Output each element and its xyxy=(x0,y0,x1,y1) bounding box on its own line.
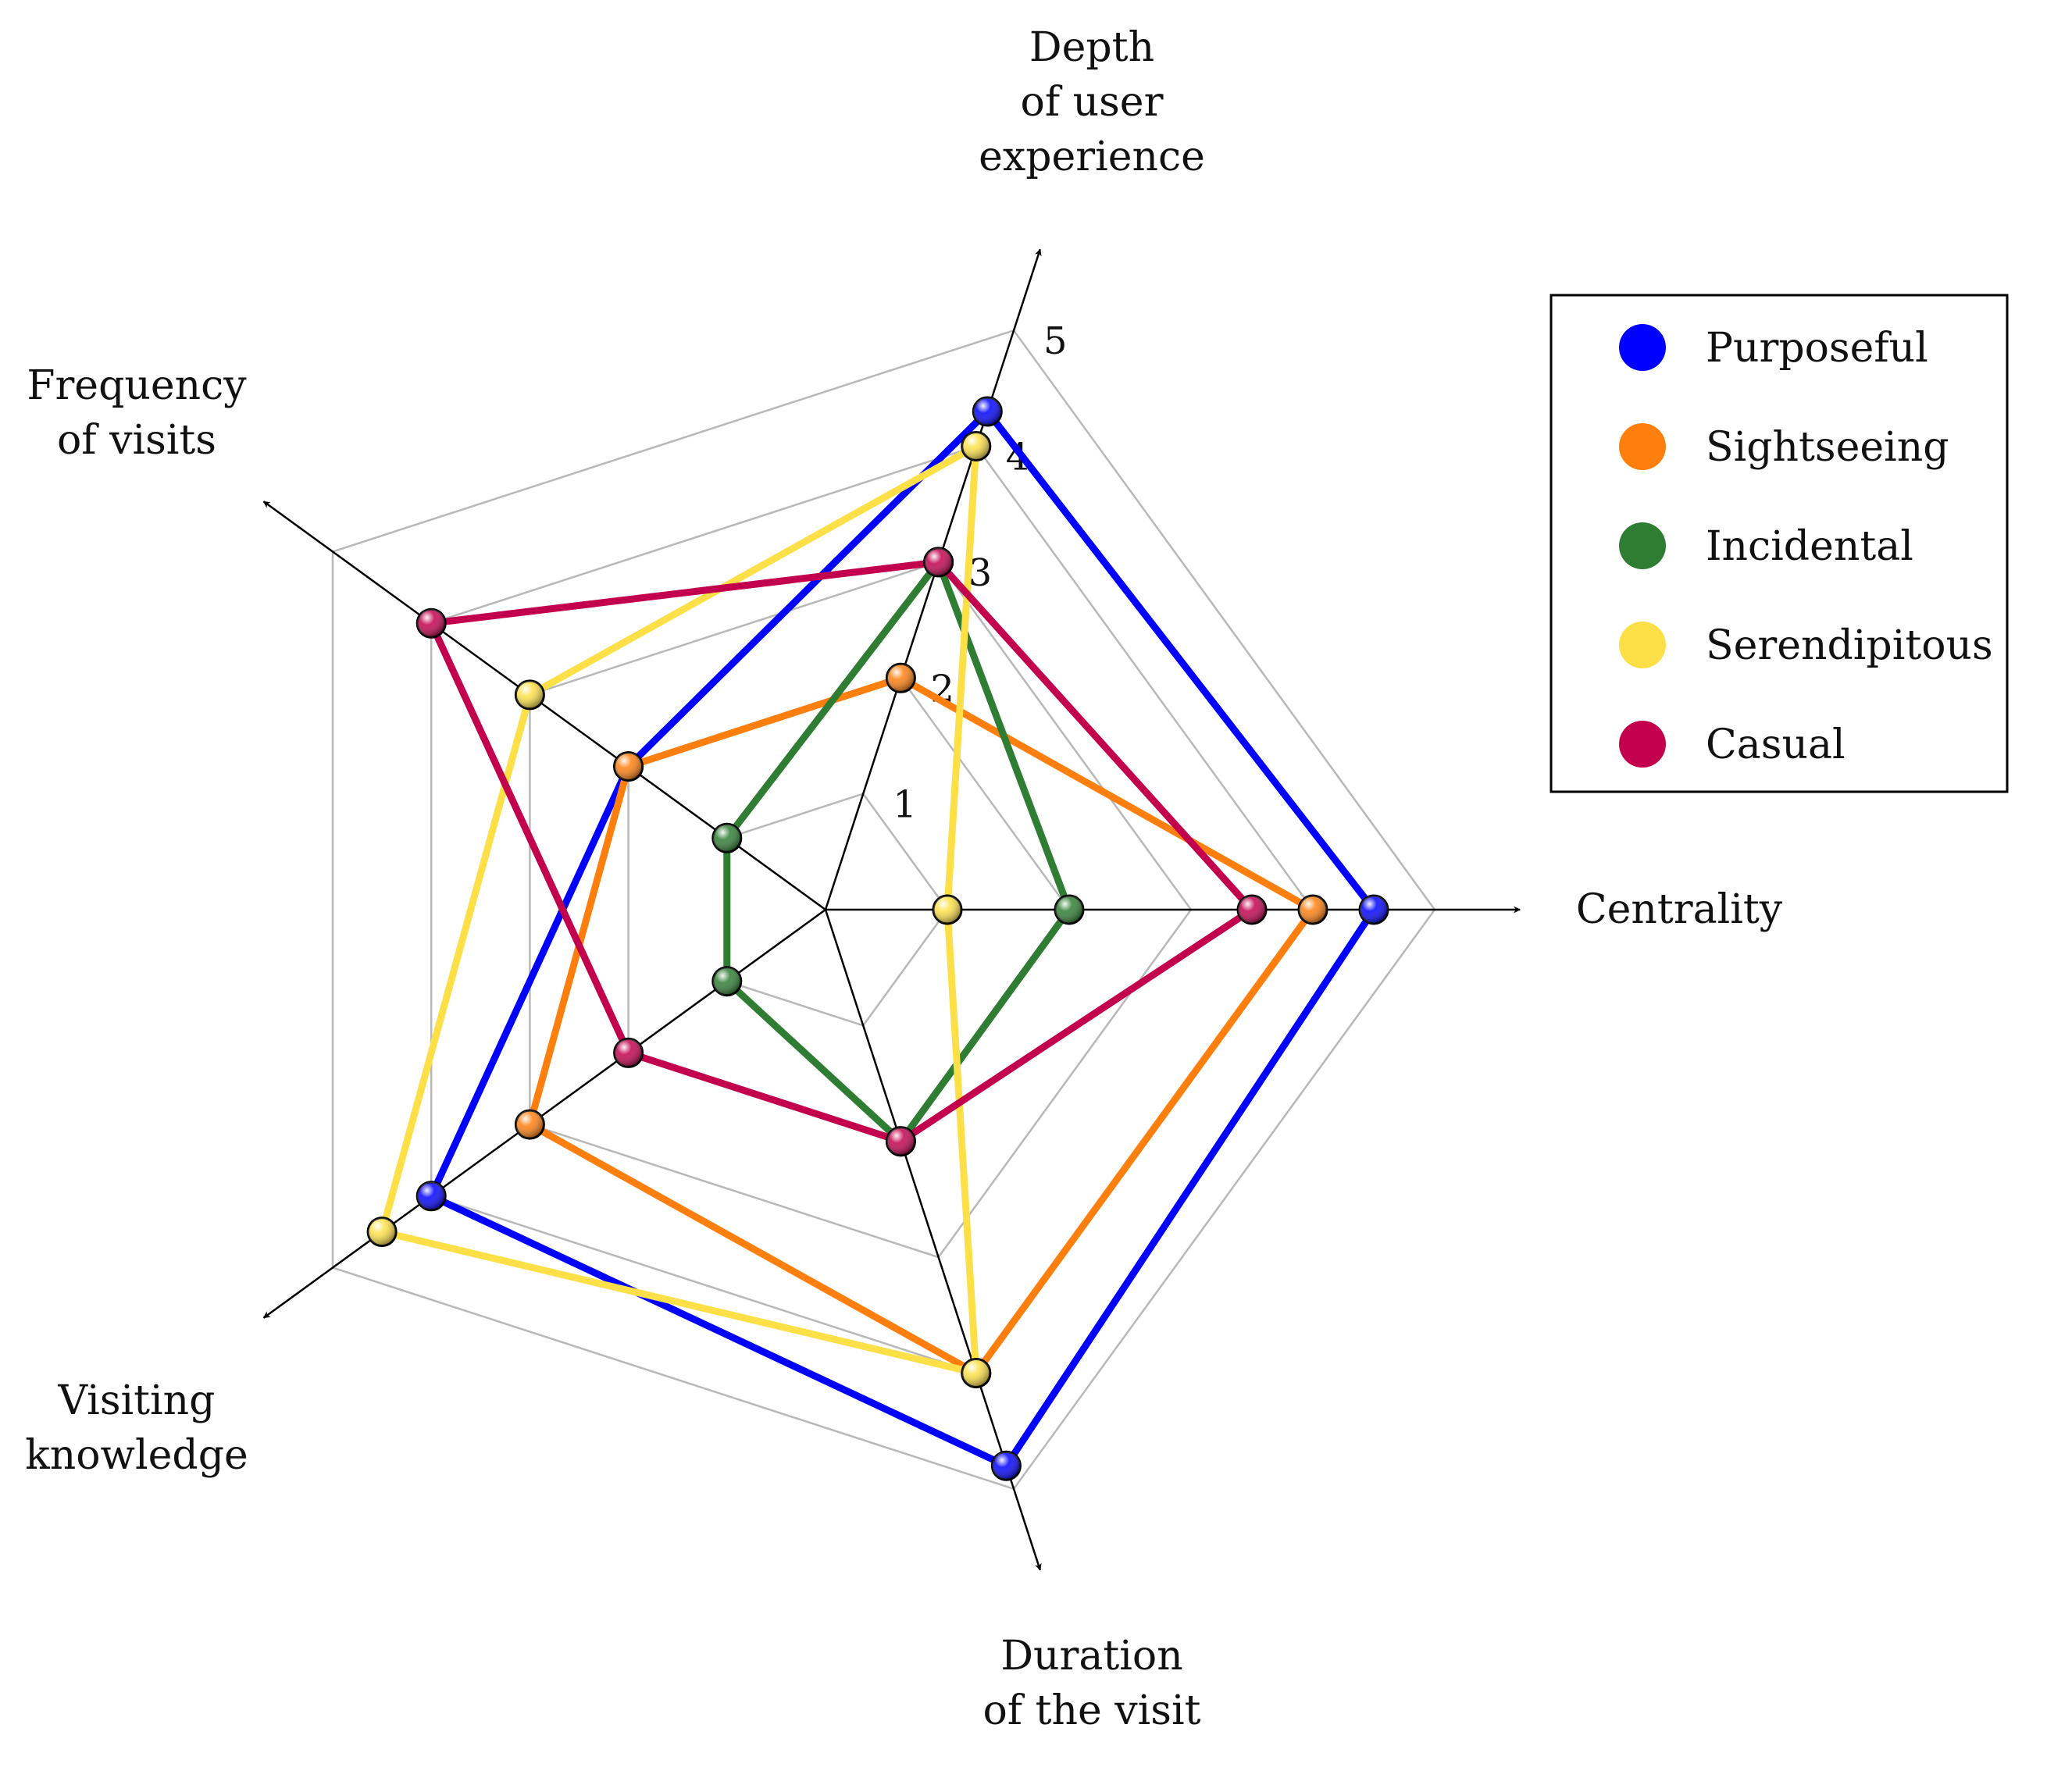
data-point xyxy=(961,431,992,461)
axis-label-depth: Depth of user experience xyxy=(979,24,1205,180)
data-point-shine xyxy=(1238,896,1266,924)
data-point xyxy=(415,607,447,639)
axis-label-line: Depth xyxy=(1029,24,1154,71)
axis-label-line: experience xyxy=(979,134,1205,180)
legend: Purposeful Sightseeing Incidental Serendipi… xyxy=(1550,294,2009,793)
series-sightseeing xyxy=(514,662,1328,1388)
data-point xyxy=(711,822,743,853)
axis-label-line: of the visit xyxy=(983,1687,1201,1734)
data-point-shine xyxy=(973,397,1002,426)
series-serendipitous xyxy=(366,431,992,1388)
data-point xyxy=(415,1181,447,1212)
axis-label-line: Frequency xyxy=(27,362,247,409)
axis-label-frequency: Frequency of visits xyxy=(27,362,247,464)
legend-label: Sightseeing xyxy=(1706,424,1949,471)
series-purposeful xyxy=(415,396,1389,1481)
data-point xyxy=(613,751,644,782)
data-point xyxy=(711,966,743,997)
legend-label: Purposeful xyxy=(1706,325,1928,372)
data-point xyxy=(885,1126,916,1157)
data-point-shine xyxy=(614,1039,643,1067)
data-point xyxy=(972,396,1003,427)
legend-swatch xyxy=(1619,522,1666,569)
data-point-shine xyxy=(417,609,446,638)
tick-label: 1 xyxy=(893,783,917,827)
data-point xyxy=(514,1109,545,1140)
data-point-shine xyxy=(924,547,953,576)
axes xyxy=(262,248,1521,1571)
data-point xyxy=(923,547,954,578)
data-point-shine xyxy=(992,1452,1021,1480)
data-point-shine xyxy=(614,752,643,781)
axis-label-line: Duration xyxy=(1000,1633,1182,1680)
data-point-shine xyxy=(961,1359,990,1388)
data-point-shine xyxy=(933,896,961,924)
data-point xyxy=(1297,894,1328,925)
axis-label-line: of user xyxy=(1021,79,1164,126)
data-point xyxy=(961,1358,992,1388)
series-line xyxy=(378,443,980,1377)
data-point xyxy=(1054,894,1085,925)
data-point xyxy=(885,662,916,693)
axis-label-centrality: Centrality xyxy=(1576,886,1783,933)
data-point-shine xyxy=(961,432,990,461)
series-line xyxy=(723,558,1073,1145)
legend-label: Incidental xyxy=(1706,523,1913,570)
data-point xyxy=(1236,894,1268,925)
axis-label-line: of visits xyxy=(57,417,216,464)
grid-ring-3 xyxy=(529,561,1193,1259)
legend-item-sightseeing: Sightseeing xyxy=(1619,423,1949,471)
data-point-shine xyxy=(417,1181,446,1210)
data-point-shine xyxy=(886,664,915,693)
legend-swatch xyxy=(1619,622,1666,668)
series-line xyxy=(526,674,1317,1377)
tick-label: 5 xyxy=(1043,319,1068,363)
data-point xyxy=(514,679,545,711)
series xyxy=(366,396,1389,1481)
data-point-shine xyxy=(1360,896,1388,924)
data-point xyxy=(932,894,963,925)
legend-swatch xyxy=(1619,721,1666,768)
axis-label-duration: Duration of the visit xyxy=(983,1633,1201,1734)
data-point-shine xyxy=(368,1217,397,1246)
series-line xyxy=(427,558,1256,1145)
data-point-shine xyxy=(712,824,741,853)
legend-label: Serendipitous xyxy=(1706,622,1993,669)
data-point xyxy=(1358,894,1389,925)
data-point-shine xyxy=(886,1127,915,1156)
data-point-shine xyxy=(515,1110,544,1139)
legend-item-serendipitous: Serendipitous xyxy=(1619,622,1993,669)
legend-item-incidental: Incidental xyxy=(1619,522,1913,570)
series-line xyxy=(427,408,1378,1470)
axis-label-line: knowledge xyxy=(25,1432,248,1479)
legend-label: Casual xyxy=(1706,721,1846,768)
series-casual xyxy=(415,547,1268,1157)
axis-label-line: Centrality xyxy=(1576,886,1783,933)
data-point xyxy=(366,1217,398,1248)
axis-labels: Centrality Duration of the visit Visiting kn… xyxy=(25,24,1783,1734)
data-point-shine xyxy=(712,967,741,996)
legend-swatch xyxy=(1619,423,1666,470)
axis-line-knowledge xyxy=(262,908,826,1319)
data-point-shine xyxy=(1299,896,1327,924)
legend-item-casual: Casual xyxy=(1619,721,1846,768)
axis-line-frequency xyxy=(262,501,826,911)
grid-ring-5 xyxy=(331,329,1436,1491)
axis-line-depth xyxy=(824,248,1042,910)
axis-label-line: Visiting xyxy=(58,1377,216,1424)
axis-label-knowledge: Visiting knowledge xyxy=(25,1377,248,1479)
data-point-shine xyxy=(515,680,544,709)
data-point xyxy=(613,1037,644,1068)
legend-swatch xyxy=(1619,324,1666,371)
data-point-shine xyxy=(1055,896,1083,924)
legend-item-purposeful: Purposeful xyxy=(1619,324,1928,372)
data-point xyxy=(990,1450,1022,1481)
